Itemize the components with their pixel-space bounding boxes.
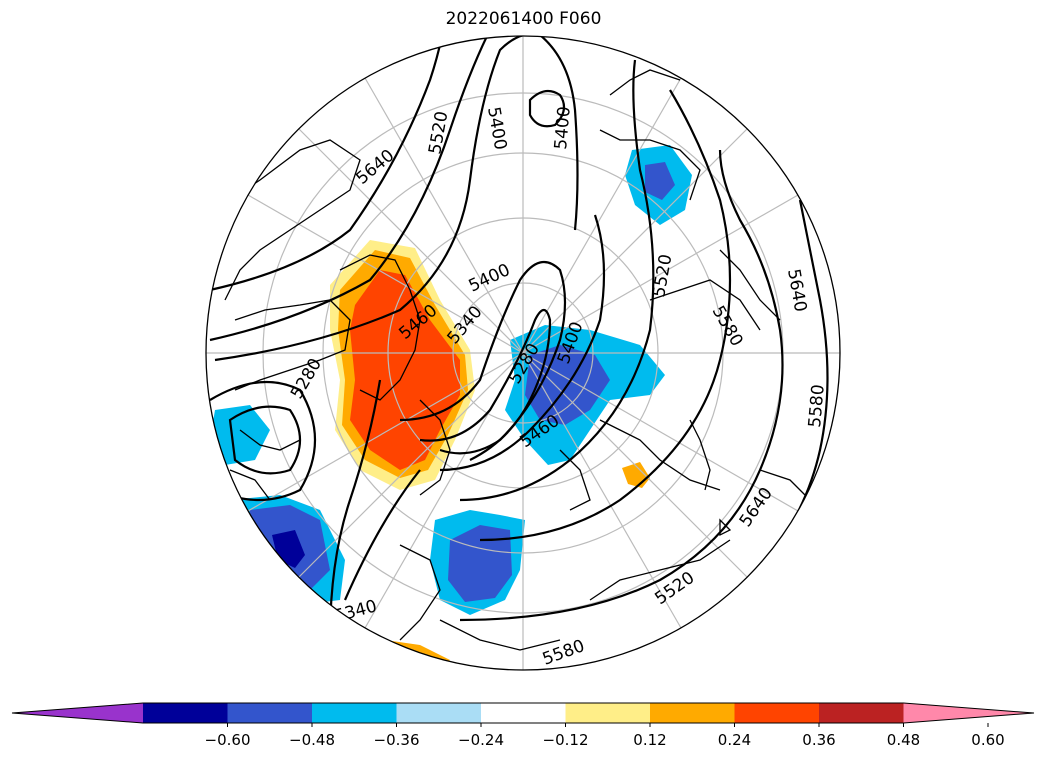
height-contours <box>209 36 829 670</box>
contour-label: 5640 <box>783 267 810 313</box>
negative-anomaly-pacific <box>210 405 270 465</box>
colorbar-extend-low <box>12 703 143 723</box>
positive-anomaly-south <box>385 640 450 668</box>
contour-label: 5580 <box>708 303 747 350</box>
colorbar-segment <box>650 703 735 723</box>
colorbar-tick-label: −0.48 <box>289 731 335 749</box>
colorbar: −0.60 −0.48 −0.36 −0.24 −0.12 0.12 0.24 0.36 0.4… <box>11 702 1035 749</box>
colorbar-tick-label: −0.60 <box>205 731 251 749</box>
colorbar-segment <box>734 703 820 723</box>
contour-label: 5520 <box>425 110 452 156</box>
contour-label: 5640 <box>352 146 398 189</box>
colorbar-segment <box>819 703 904 723</box>
colorbar-extend-high <box>903 703 1034 723</box>
colorbar-tick-label: −0.24 <box>458 731 504 749</box>
colorbar-outline <box>11 702 1035 724</box>
contour-label: 5580 <box>805 384 829 429</box>
contour-label: 5400 <box>483 105 510 151</box>
plot-title: 2022061400 F060 <box>445 9 602 29</box>
colorbar-tick-label: −0.36 <box>374 731 420 749</box>
colorbar-tick-label: 0.24 <box>718 731 751 749</box>
colorbar-tick-label: 0.48 <box>887 731 920 749</box>
colorbar-tick-label: 0.36 <box>802 731 835 749</box>
map-disk: 5640 5520 5400 5400 5400 5340 5460 5280 … <box>206 36 840 670</box>
contour-label: 5520 <box>651 568 698 609</box>
coastlines <box>224 69 811 651</box>
colorbar-tick-label: −0.12 <box>543 731 589 749</box>
map-boundary <box>205 35 841 671</box>
colorbar-tick-label: 0.12 <box>633 731 666 749</box>
colorbar-tick-label: 0.60 <box>971 731 1004 749</box>
colorbar-segment <box>227 703 313 723</box>
contour-label: 5400 <box>551 106 575 151</box>
colorbar-segment <box>312 703 397 723</box>
colorbar-segment <box>565 703 651 723</box>
graticule <box>206 36 840 670</box>
colorbar-segment <box>143 703 228 723</box>
negative-anomaly-siberia-core <box>645 162 675 200</box>
colorbar-segment <box>396 703 482 723</box>
polar-map: 5640 5520 5400 5400 5400 5340 5460 5280 … <box>205 35 841 671</box>
colorbar-segment <box>481 703 566 723</box>
contour-label: 5640 <box>736 484 777 531</box>
contour-label: 5280 <box>287 355 326 402</box>
